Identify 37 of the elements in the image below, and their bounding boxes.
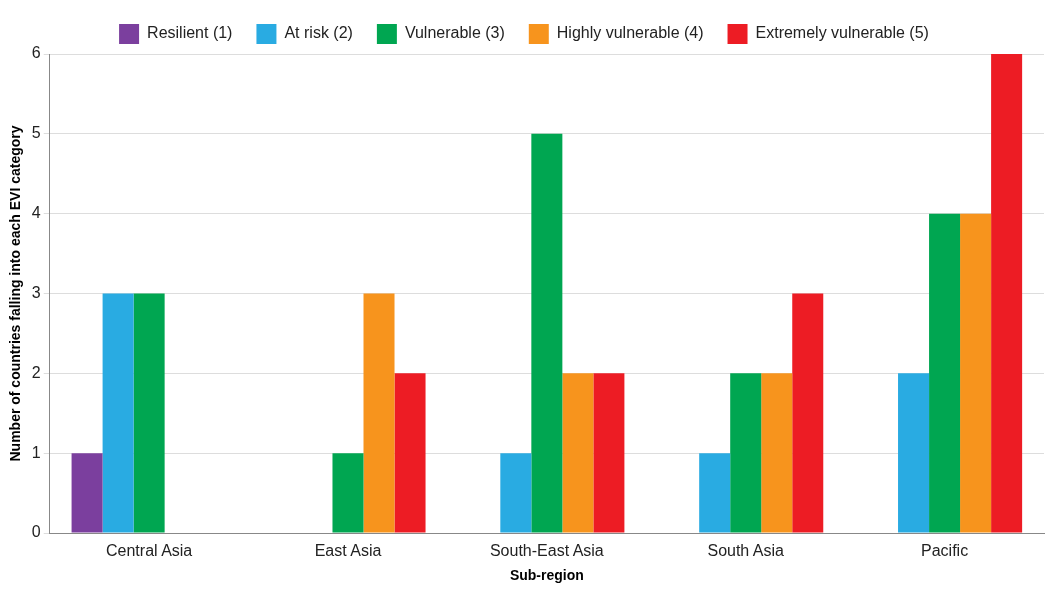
bar — [102, 293, 134, 533]
bar — [991, 54, 1023, 533]
bar — [929, 213, 961, 533]
y-tick-label: 0 — [31, 523, 41, 541]
x-tick-label: South Asia — [707, 542, 785, 560]
x-axis-title: Sub-region — [509, 567, 584, 584]
bar — [531, 133, 563, 533]
y-tick-label: 3 — [31, 283, 41, 301]
bar — [792, 293, 824, 533]
bar — [699, 453, 731, 533]
legend-label: Vulnerable (3) — [404, 24, 505, 42]
x-tick-label: Pacific — [921, 542, 969, 560]
bar — [562, 373, 594, 533]
x-tick-label: East Asia — [314, 542, 382, 560]
legend-label: At risk (2) — [284, 24, 353, 42]
bar — [133, 293, 165, 533]
x-tick-label: Central Asia — [106, 542, 193, 560]
bar — [593, 373, 625, 533]
bar — [71, 453, 103, 533]
bar — [761, 373, 793, 533]
y-tick-label: 1 — [31, 443, 41, 461]
bar — [898, 373, 930, 533]
x-tick-label: South-East Asia — [489, 542, 604, 560]
y-tick-label: 2 — [31, 363, 41, 381]
legend-label: Extremely vulnerable (5) — [755, 24, 929, 42]
bar — [960, 213, 992, 533]
bar — [363, 293, 395, 533]
bar — [394, 373, 426, 533]
bar — [730, 373, 762, 533]
y-axis-title: Number of countries falling into each EVI category — [7, 125, 24, 462]
y-tick-label: 6 — [31, 44, 41, 62]
bar — [500, 453, 532, 533]
y-tick-label: 5 — [31, 124, 41, 142]
legend-label: Highly vulnerable (4) — [556, 24, 704, 42]
y-tick-label: 4 — [31, 204, 41, 222]
legend-label: Resilient (1) — [147, 24, 233, 42]
bar — [332, 453, 364, 533]
